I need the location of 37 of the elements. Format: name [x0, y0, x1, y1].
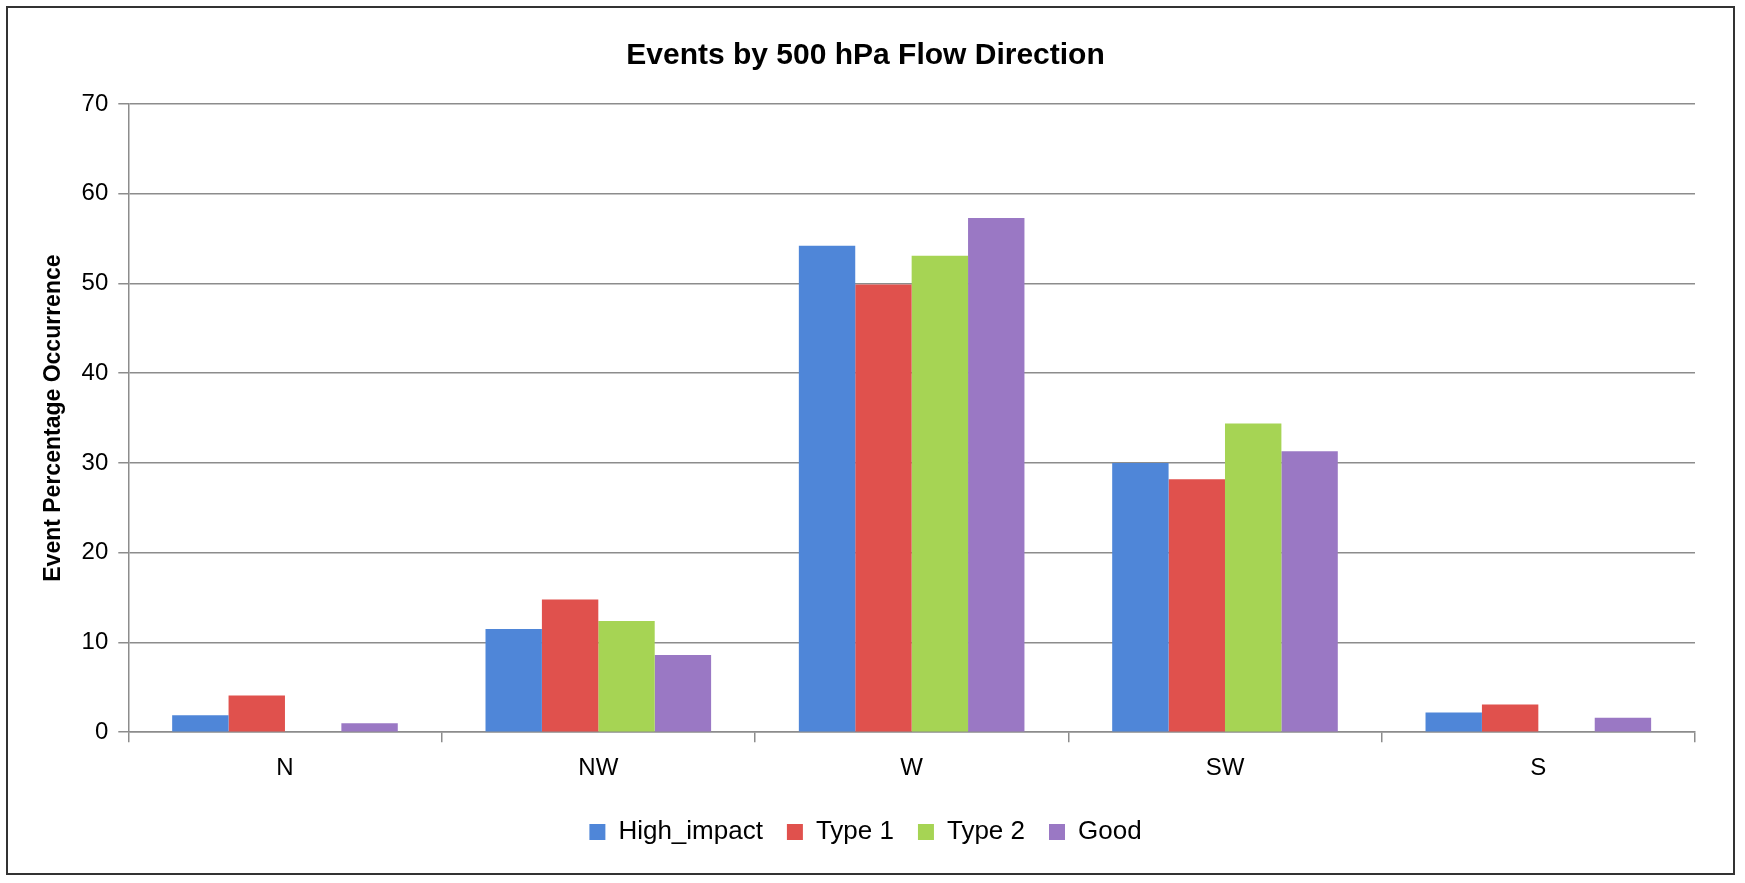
bar — [341, 723, 398, 732]
y-tick-label: 20 — [81, 537, 109, 565]
bar — [911, 255, 969, 732]
y-tick-label: 70 — [81, 88, 109, 116]
bar — [598, 620, 655, 732]
legend-label: Good — [1078, 815, 1142, 846]
bar — [1168, 479, 1225, 732]
x-tick-label: S — [1530, 753, 1547, 781]
x-tick-label: N — [276, 753, 294, 781]
legend-label: Type 2 — [946, 815, 1026, 846]
bar — [172, 715, 229, 732]
bar — [798, 245, 856, 732]
bar — [1281, 451, 1338, 732]
y-tick-label: 60 — [81, 178, 109, 206]
bar — [541, 599, 599, 732]
y-tick-label: 30 — [81, 447, 109, 475]
bar — [1594, 717, 1652, 732]
chart-title: Events by 500 hPa Flow Direction — [626, 37, 1105, 71]
bar — [654, 655, 712, 732]
x-tick-label: SW — [1205, 753, 1245, 781]
legend-label: High_impact — [618, 815, 764, 846]
bar — [855, 284, 912, 732]
legend-label: Type 1 — [815, 815, 894, 846]
bar — [485, 629, 542, 732]
y-axis-title: Event Percentage Occurrence — [39, 254, 66, 582]
y-tick-label: 10 — [81, 627, 109, 655]
bar — [968, 217, 1025, 732]
y-tick-label: 50 — [81, 268, 109, 296]
x-tick-label: NW — [578, 753, 619, 781]
y-tick-label: 0 — [94, 716, 109, 744]
y-tick-label: 40 — [81, 357, 109, 385]
x-tick-label: W — [900, 753, 924, 781]
bar — [1481, 704, 1539, 732]
bar — [1224, 423, 1282, 732]
bar — [228, 695, 285, 732]
bar — [1425, 712, 1482, 732]
bar — [1112, 462, 1169, 732]
